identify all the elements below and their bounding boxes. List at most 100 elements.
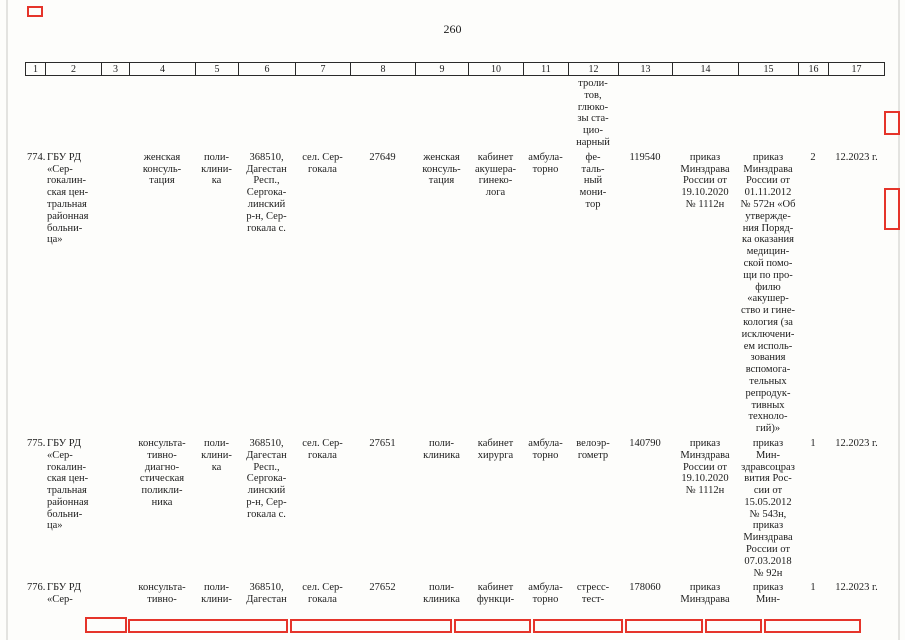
cont-col5 bbox=[195, 76, 238, 149]
table-header-row: 1 2 3 4 5 6 7 8 9 10 11 12 13 14 15 16 1… bbox=[25, 62, 885, 76]
header-col-7: 7 bbox=[295, 62, 350, 76]
cont-col8 bbox=[350, 76, 415, 149]
row775-organization: ГБУ РД «Сер- гокалин- ская цен- тральная… bbox=[47, 437, 89, 532]
row776-unit-type: поли- клини- bbox=[201, 582, 232, 606]
row776-order-detail: приказ Мин- bbox=[752, 582, 784, 606]
row774-department: женская консуль- тация bbox=[422, 151, 461, 187]
header-col-1: 1 bbox=[25, 62, 45, 76]
row775-code: 27651 bbox=[369, 437, 396, 449]
cont-col3 bbox=[101, 76, 129, 149]
registry-table: 1 2 3 4 5 6 7 8 9 10 11 12 13 14 15 16 1… bbox=[25, 62, 885, 606]
page-number: 260 bbox=[443, 22, 462, 36]
header-col-12: 12 bbox=[568, 62, 618, 76]
table-row-776: 776. ГБУ РД «Сер- консульта- тивно- поли… bbox=[25, 579, 885, 606]
scan-edge-right bbox=[898, 0, 900, 640]
row776-quantity: 1 bbox=[810, 582, 816, 594]
row776-subdivision: консульта- тивно- bbox=[138, 582, 186, 606]
cont-col6 bbox=[238, 76, 295, 149]
table-row-775: 775. ГБУ РД «Сер- гокалин- ская цен- тра… bbox=[25, 435, 885, 580]
header-col-16: 16 bbox=[798, 62, 828, 76]
cont-col17 bbox=[828, 76, 885, 149]
row774-organization: ГБУ РД «Сер- гокалин- ская цен- тральная… bbox=[47, 151, 89, 246]
row776-order-basis: приказ Минздрава bbox=[680, 582, 730, 606]
row775-equip-code: 140790 bbox=[629, 437, 661, 449]
cont-col10 bbox=[468, 76, 523, 149]
cont-col7 bbox=[295, 76, 350, 149]
row775-subdivision: консульта- тивно- диагно- стическая поли… bbox=[138, 437, 186, 508]
header-col-15: 15 bbox=[738, 62, 798, 76]
cont-col4 bbox=[129, 76, 195, 149]
cont-col11 bbox=[523, 76, 568, 149]
cont-col12-equipment: троли- тов, глюко- зы ста- цио- нарный bbox=[576, 78, 610, 148]
header-col-8: 8 bbox=[350, 62, 415, 76]
row776-code: 27652 bbox=[369, 582, 396, 594]
cont-col13 bbox=[618, 76, 672, 149]
header-col-11: 11 bbox=[523, 62, 568, 76]
scan-annotation-box bbox=[85, 617, 127, 633]
row775-locality: сел. Сер- гокала bbox=[302, 437, 343, 461]
row774-order-detail: приказ Минздрава России от 01.11.2012 № … bbox=[740, 151, 796, 435]
row776-cabinet: кабинет функци- bbox=[476, 582, 515, 606]
header-col-17: 17 bbox=[828, 62, 885, 76]
cont-col16 bbox=[798, 76, 828, 149]
row774-quantity: 2 bbox=[810, 151, 816, 163]
row776-care-type: амбула- торно bbox=[528, 582, 563, 606]
row774-equip-code: 119540 bbox=[629, 151, 661, 163]
header-col-6: 6 bbox=[238, 62, 295, 76]
row775-quantity: 1 bbox=[810, 437, 816, 449]
row776-equip-code: 178060 bbox=[629, 582, 661, 594]
row776-number: 776. bbox=[27, 582, 46, 594]
row775-care-type: амбула- торно bbox=[528, 437, 563, 461]
scan-annotation-box bbox=[128, 619, 288, 633]
header-col-5: 5 bbox=[195, 62, 238, 76]
header-col-3: 3 bbox=[101, 62, 129, 76]
row776-department: поли- клиника bbox=[423, 582, 460, 606]
row775-date: 12.2023 г. bbox=[835, 437, 878, 449]
scan-annotation-box bbox=[705, 619, 762, 633]
scan-annotation-box bbox=[625, 619, 703, 633]
header-col-2: 2 bbox=[45, 62, 101, 76]
scan-edge-left bbox=[6, 0, 8, 640]
header-col-9: 9 bbox=[415, 62, 468, 76]
row776-address: 368510, Дагестан bbox=[246, 582, 287, 606]
row774-subdivision: женская консуль- тация bbox=[142, 151, 182, 187]
header-col-10: 10 bbox=[468, 62, 523, 76]
row776-organization: ГБУ РД «Сер- bbox=[47, 582, 82, 606]
row775-number: 775. bbox=[27, 437, 46, 449]
table-row-774: 774. ГБУ РД «Сер- гокалин- ская цен- тра… bbox=[25, 149, 885, 435]
table-row-continuation: троли- тов, глюко- зы ста- цио- нарный bbox=[25, 76, 885, 149]
row776-equipment: стресс- тест- bbox=[576, 582, 610, 606]
row775-unit-type: поли- клини- ка bbox=[201, 437, 232, 473]
cont-col1 bbox=[25, 76, 45, 149]
cont-col14 bbox=[672, 76, 738, 149]
cont-col9 bbox=[415, 76, 468, 149]
row776-locality: сел. Сер- гокала bbox=[302, 582, 343, 606]
row774-number: 774. bbox=[27, 151, 46, 163]
row775-col3 bbox=[101, 435, 129, 580]
row775-order-detail: приказ Мин- здравсоцраз вития Рос- сии о… bbox=[741, 437, 795, 579]
row774-col3 bbox=[101, 149, 129, 435]
cont-col15 bbox=[738, 76, 798, 149]
scan-annotation-box bbox=[290, 619, 452, 633]
cont-col2 bbox=[45, 76, 101, 149]
scan-annotation-box bbox=[884, 111, 900, 135]
row775-cabinet: кабинет хирурга bbox=[477, 437, 514, 461]
row775-address: 368510, Дагестан Респ., Сергока- линский… bbox=[246, 437, 287, 520]
row775-equipment: велоэр- гометр bbox=[576, 437, 610, 461]
header-col-14: 14 bbox=[672, 62, 738, 76]
row776-col3 bbox=[101, 579, 129, 606]
row774-order-basis: приказ Минздрава России от 19.10.2020 № … bbox=[680, 151, 730, 210]
scan-annotation-box bbox=[764, 619, 861, 633]
row774-code: 27649 bbox=[369, 151, 396, 163]
row774-locality: сел. Сер- гокала bbox=[302, 151, 343, 175]
row774-date: 12.2023 г. bbox=[835, 151, 878, 163]
row774-care-type: амбула- торно bbox=[528, 151, 563, 175]
row774-equipment: фе- таль- ный мони- тор bbox=[579, 151, 607, 210]
scan-annotation-box bbox=[27, 6, 43, 17]
scan-annotation-box bbox=[884, 188, 900, 230]
header-col-13: 13 bbox=[618, 62, 672, 76]
row774-unit-type: поли- клини- ка bbox=[201, 151, 232, 187]
row775-department: поли- клиника bbox=[423, 437, 460, 461]
header-col-4: 4 bbox=[129, 62, 195, 76]
